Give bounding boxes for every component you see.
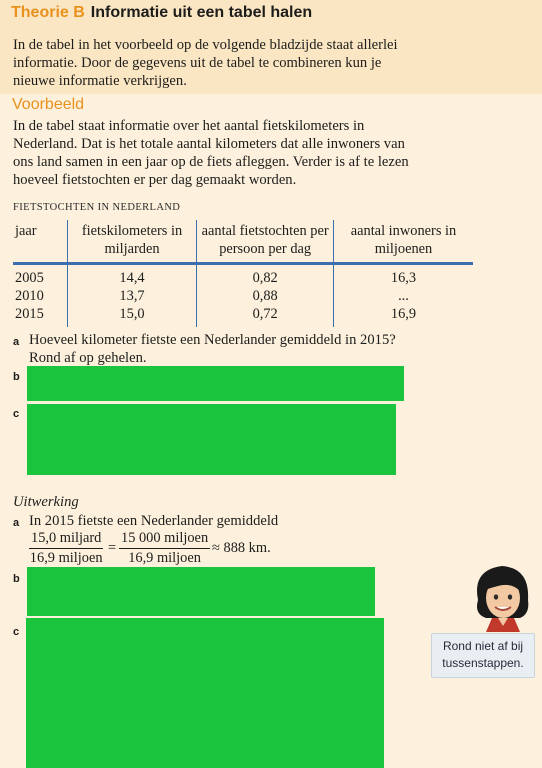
col-header-jaar: jaar (15, 223, 37, 239)
table-caption: FIETSTOCHTEN IN NEDERLAND (13, 202, 181, 213)
redacted-block (27, 366, 404, 401)
question-c-label: c (13, 408, 20, 420)
table-cell: 15,0 (66, 305, 197, 327)
table-cell: 0,82 (196, 263, 334, 287)
tip-box: Rond niet af bij tussenstappen. (431, 633, 535, 678)
table-cell: 13,7 (66, 287, 197, 305)
section-title: Theorie B Informatie uit een tabel halen (11, 4, 312, 22)
fraction-2-denominator: 16,9 miljoen (128, 550, 201, 566)
answer-b-label: b (13, 573, 20, 585)
question-a-text: Hoeveel kilometer fietste een Nederlande… (29, 332, 396, 366)
header-band (0, 0, 542, 94)
fraction-2-numerator: 15 000 miljoen (119, 530, 211, 549)
tip-line-1: Rond niet af bij (442, 639, 524, 653)
fraction-1-numerator: 15,0 miljard (29, 530, 104, 549)
title-lead: Theorie B (11, 4, 85, 21)
fraction-1: 15,0 miljard 16,9 miljoen (29, 530, 104, 567)
table-cell: 2015 (15, 306, 44, 322)
table-cell: 16,3 (332, 263, 473, 287)
table-row: 2015 15,0 0,72 16,9 (13, 305, 473, 327)
answer-c-label: c (13, 626, 20, 638)
redacted-block (27, 567, 375, 616)
question-a-label: a (13, 336, 20, 348)
answer-a-text: In 2015 fietste een Nederlander gemiddel… (29, 513, 279, 529)
table-cell: 16,9 (332, 305, 473, 327)
col-header-inwoners: aantal inwoners in miljoenen (332, 220, 473, 264)
voorbeeld-text: In de tabel staat informatie over het aa… (13, 118, 409, 188)
question-b-label: b (13, 371, 20, 383)
girl-illustration-icon (477, 566, 529, 632)
uitwerking-heading: Uitwerking (13, 494, 79, 510)
table-cell: 14,4 (66, 263, 197, 287)
table-header-row: jaar fietskilometers in miljarden aantal… (13, 220, 473, 264)
data-table: jaar fietskilometers in miljarden aantal… (13, 220, 473, 327)
fraction-2: 15 000 miljoen 16,9 miljoen (119, 530, 211, 567)
voorbeeld-heading: Voorbeeld (12, 96, 85, 113)
tip-line-2: tussenstappen. (442, 656, 524, 670)
table-cell: 0,88 (196, 287, 334, 305)
result-text: ≈ 888 km. (212, 540, 271, 556)
table-row: 2010 13,7 0,88 ... (13, 287, 473, 305)
redacted-block (27, 404, 396, 475)
fraction-1-denominator: 16,9 miljoen (29, 550, 103, 566)
table-cell: ... (332, 287, 473, 305)
col-header-fietstochten: aantal fietstochten per persoon per dag (196, 220, 334, 264)
title-text: Informatie uit een tabel halen (90, 4, 313, 21)
table-cell: 2005 (15, 270, 44, 286)
table-row: 2005 14,4 0,82 16,3 (13, 263, 473, 287)
col-header-fietskilometers: fietskilometers in miljarden (66, 220, 197, 264)
table-cell: 2010 (15, 288, 44, 304)
redacted-block (26, 618, 384, 768)
equals-sign: = (108, 540, 117, 556)
table-cell: 0,72 (196, 305, 334, 327)
intro-text: In de tabel in het voorbeeld op de volge… (13, 37, 398, 89)
answer-a-label: a (13, 517, 20, 529)
